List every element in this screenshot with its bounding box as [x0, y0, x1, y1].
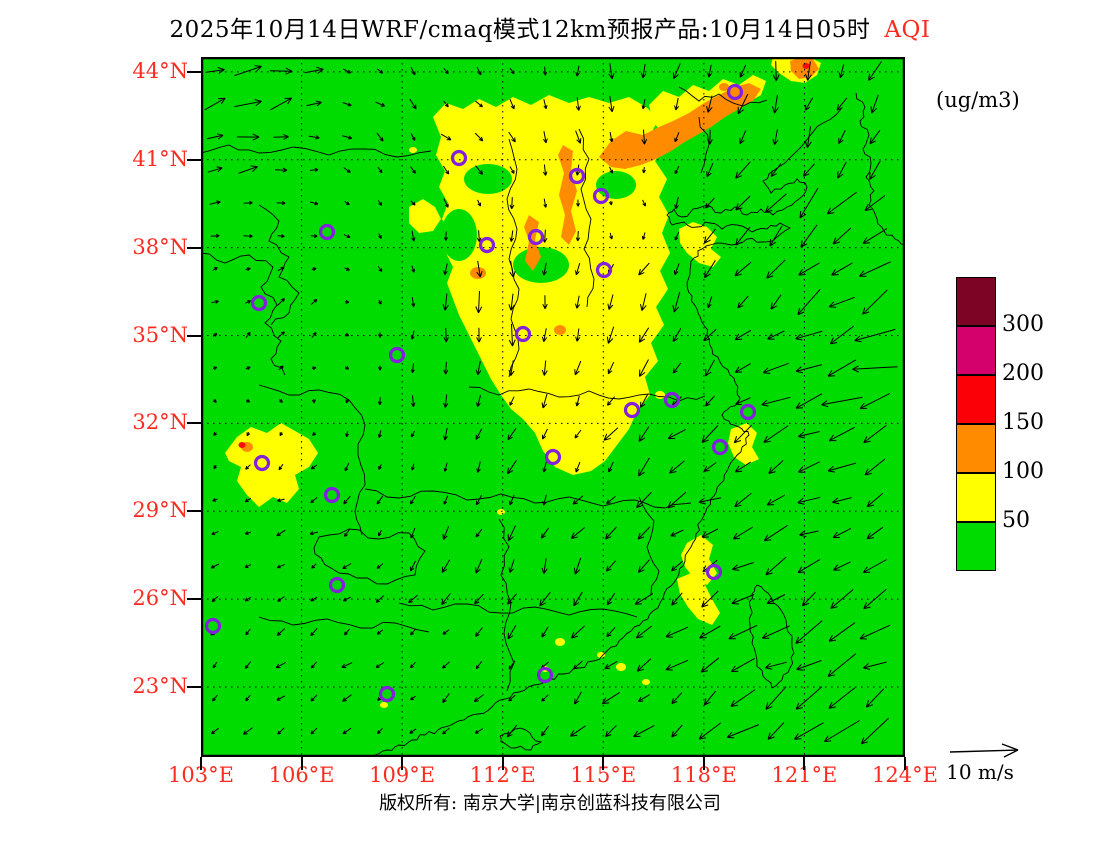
lon-tick [602, 757, 605, 770]
colorbar-segment [956, 424, 996, 473]
lat-label: 23°N [132, 673, 188, 698]
lat-label: 38°N [132, 234, 188, 259]
colorbar-segment [956, 375, 996, 424]
lat-label: 32°N [132, 410, 188, 435]
page-title: 2025年10月14日WRF/cmaq模式12km预报产品:10月14日05时 A… [0, 10, 1100, 44]
lat-tick [187, 510, 201, 513]
lat-tick [187, 246, 201, 249]
aqi-forecast-map [200, 56, 906, 758]
colorbar-segment [956, 473, 996, 522]
lat-label: 41°N [132, 146, 188, 171]
lat-label: 35°N [132, 322, 188, 347]
lat-label: 26°N [132, 586, 188, 611]
colorbar-unit-label: (ug/m3) [936, 88, 1020, 112]
wind-scale-arrow-icon [949, 743, 1019, 758]
lon-tick [903, 757, 906, 770]
lon-tick [501, 757, 504, 770]
map-area [200, 56, 906, 758]
lon-tick [401, 757, 404, 770]
lat-tick [187, 70, 201, 73]
lat-tick [187, 598, 201, 601]
lon-tick [803, 757, 806, 770]
lat-label: 44°N [132, 58, 188, 83]
colorbar-tick-label: 50 [1002, 508, 1030, 533]
lon-tick [300, 757, 303, 770]
lon-tick [702, 757, 705, 770]
lat-tick [187, 685, 201, 688]
copyright-text: 版权所有: 南京大学|南京创蓝科技有限公司 [379, 793, 721, 814]
colorbar-segment [956, 277, 996, 326]
lon-tick [200, 757, 202, 770]
wind-scale-label: 10 m/s [946, 760, 1014, 784]
colorbar-segment [956, 326, 996, 375]
title-text: 2025年10月14日WRF/cmaq模式12km预报产品:10月14日05时 [169, 17, 871, 43]
colorbar-tick-label: 200 [1002, 361, 1044, 386]
lat-tick [187, 334, 201, 337]
colorbar-tick-label: 150 [1002, 410, 1044, 435]
colorbar-tick-label: 100 [1002, 459, 1044, 484]
colorbar-segment [956, 522, 996, 571]
lat-tick [187, 422, 201, 425]
lat-tick [187, 158, 201, 161]
lat-label: 29°N [132, 498, 188, 523]
colorbar-tick-label: 300 [1002, 312, 1044, 337]
title-pollutant-label: AQI [884, 17, 931, 43]
